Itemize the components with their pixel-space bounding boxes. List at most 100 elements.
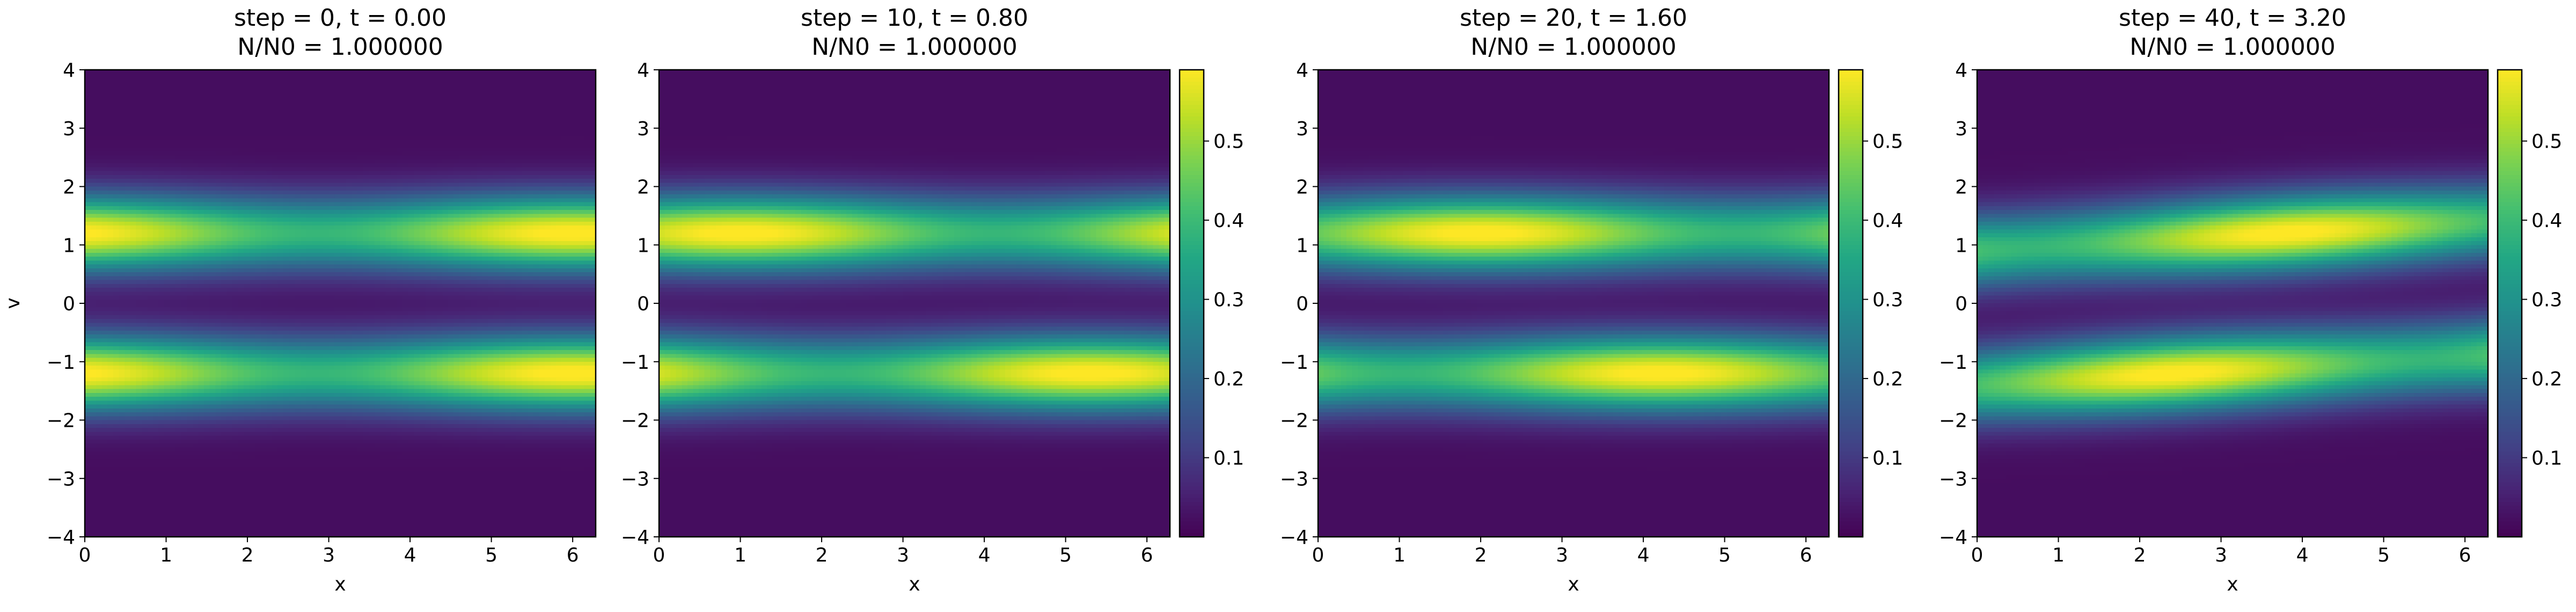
heatmap-cell (164, 151, 170, 156)
heatmap-cell (159, 120, 165, 125)
heatmap-cell (295, 163, 301, 167)
heatmap-cell (91, 136, 97, 140)
heatmap-cell (499, 93, 505, 98)
heatmap-cell (136, 148, 142, 152)
heatmap-cell (193, 89, 199, 93)
heatmap-cell (107, 125, 113, 129)
heatmap-cell (130, 105, 136, 109)
heatmap-cell (102, 78, 108, 82)
heatmap-cell (91, 167, 97, 171)
heatmap-cell (516, 171, 522, 176)
heatmap-cell (397, 89, 403, 93)
heatmap-cell (130, 128, 136, 133)
heatmap-cell (522, 116, 528, 121)
heatmap-cell (505, 97, 511, 101)
heatmap-cell (113, 78, 119, 82)
heatmap-cell (369, 202, 375, 207)
heatmap-cell (306, 128, 312, 133)
heatmap-cell (272, 85, 278, 90)
heatmap-cell (244, 85, 250, 90)
heatmap-cell (96, 198, 102, 202)
heatmap-cell (477, 183, 482, 187)
heatmap-cell (545, 97, 551, 101)
heatmap-cell (193, 144, 199, 148)
heatmap-cell (437, 194, 443, 199)
heatmap-cell (204, 198, 210, 202)
heatmap-cell (522, 194, 528, 199)
heatmap-cell (175, 82, 181, 86)
heatmap-cell (386, 109, 392, 113)
heatmap-cell (187, 151, 193, 156)
heatmap-cell (465, 101, 471, 105)
heatmap-cell (164, 187, 170, 191)
heatmap-cell (244, 78, 250, 82)
heatmap-cell (153, 97, 159, 101)
heatmap-cell (153, 116, 159, 121)
heatmap-cell (283, 78, 289, 82)
heatmap-cell (562, 113, 568, 117)
heatmap-cell (579, 151, 584, 156)
heatmap-cell (352, 120, 357, 125)
heatmap-cell (199, 179, 204, 183)
heatmap-cell (272, 140, 278, 144)
heatmap-cell (454, 109, 460, 113)
heatmap-cell (556, 159, 562, 164)
heatmap-cell (244, 120, 250, 125)
heatmap-cell (402, 148, 408, 152)
heatmap-cell (278, 187, 284, 191)
heatmap-cell (136, 140, 142, 144)
heatmap-cell (119, 194, 125, 199)
heatmap-cell (573, 163, 579, 167)
heatmap-cell (226, 179, 232, 183)
heatmap-cell (147, 163, 153, 167)
heatmap-cell (278, 109, 284, 113)
heatmap-cell (204, 179, 210, 183)
heatmap-cell (414, 74, 420, 78)
heatmap-cell (510, 198, 516, 202)
heatmap-cell (278, 191, 284, 195)
heatmap-cell (125, 171, 130, 176)
heatmap-cell (301, 198, 306, 202)
heatmap-cell (312, 171, 318, 176)
heatmap-cell (369, 194, 375, 199)
heatmap-cell (482, 194, 488, 199)
heatmap-cell (528, 116, 533, 121)
heatmap-cell (448, 202, 454, 207)
heatmap-cell (374, 171, 380, 176)
heatmap-cell (164, 120, 170, 125)
heatmap-cell (85, 156, 91, 160)
heatmap-cell (312, 136, 318, 140)
heatmap-cell (556, 151, 562, 156)
heatmap-cell (448, 82, 454, 86)
heatmap-cell (181, 136, 187, 140)
heatmap-cell (516, 167, 522, 171)
heatmap-cell (102, 156, 108, 160)
heatmap-cell (494, 82, 500, 86)
heatmap-cell (442, 206, 448, 210)
heatmap-cell (232, 74, 238, 78)
heatmap-cell (318, 74, 324, 78)
heatmap-cell (431, 89, 437, 93)
heatmap-cell (431, 113, 437, 117)
heatmap-cell (573, 202, 579, 207)
heatmap-cell (494, 191, 500, 195)
heatmap-cell (283, 175, 289, 179)
heatmap-cell (295, 167, 301, 171)
heatmap-cell (442, 179, 448, 183)
heatmap-cell (505, 78, 511, 82)
heatmap-cell (448, 136, 454, 140)
heatmap-cell (397, 93, 403, 98)
heatmap-cell (181, 85, 187, 90)
heatmap-cell (107, 140, 113, 144)
heatmap-cell (442, 187, 448, 191)
heatmap-cell (414, 89, 420, 93)
heatmap-cell (226, 116, 232, 121)
heatmap-cell (408, 128, 414, 133)
heatmap-cell (408, 74, 414, 78)
heatmap-cell (380, 187, 386, 191)
heatmap-cell (175, 105, 181, 109)
heatmap-cell (465, 175, 471, 179)
heatmap-cell (153, 105, 159, 109)
heatmap-cell (102, 148, 108, 152)
heatmap-cell (301, 125, 306, 129)
